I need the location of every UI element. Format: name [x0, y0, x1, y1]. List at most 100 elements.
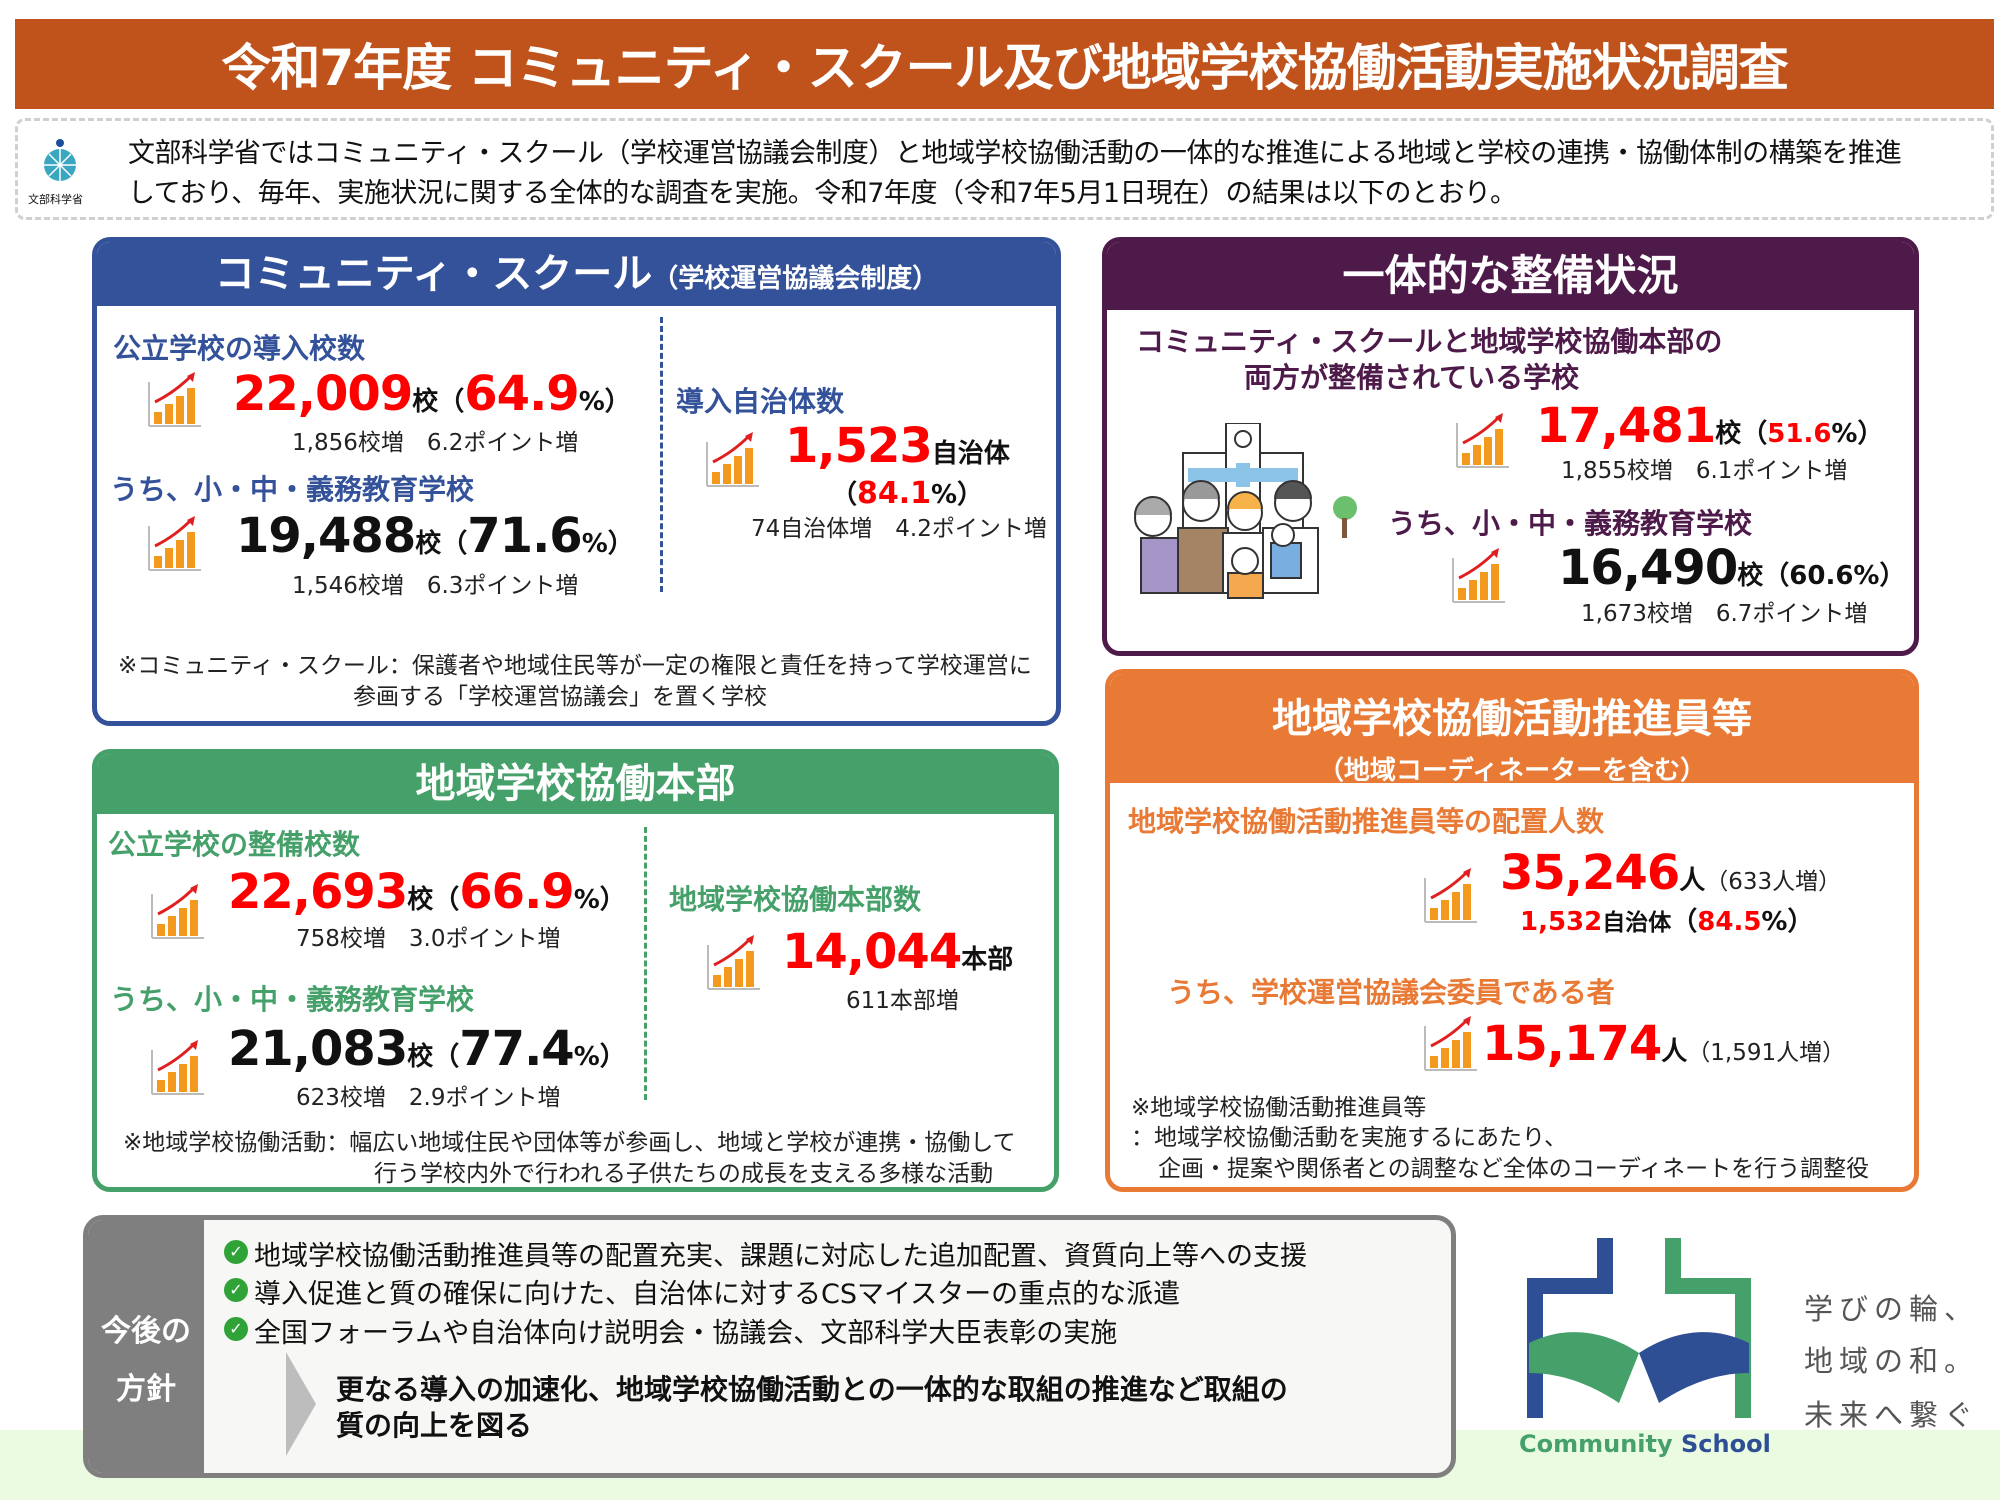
stat-value: 17,481 — [1536, 398, 1716, 454]
tagline-3: 未来へ繋ぐ — [1804, 1398, 1980, 1432]
divider — [644, 827, 647, 1100]
stat-value: 35,246 — [1500, 845, 1680, 901]
cs-public-heading: 公立学校の導入校数 — [113, 332, 366, 365]
stat-value: 19,488 — [236, 508, 416, 564]
cs-sub-delta: 1,546校増 6.3ポイント増 — [292, 573, 579, 599]
growth-chart-icon — [150, 1040, 204, 1096]
growth-chart-icon — [147, 516, 201, 572]
divider — [660, 317, 663, 592]
growth-chart-icon — [1423, 868, 1477, 924]
stat-unit: 校 — [415, 529, 442, 559]
policy-item: 導入促進と質の確保に向けた、自治体に対するCSマイスターの重点的な派遣 — [254, 1279, 1181, 1310]
check-icon: ✓ — [224, 1278, 248, 1302]
policy-label-1: 今後の — [101, 1314, 191, 1349]
stat-unit: 校 — [407, 1042, 434, 1072]
promoters-stat: 35,246人（633人増） — [1500, 845, 1841, 901]
growth-chart-icon — [705, 432, 759, 488]
policy-label: 今後の 方針 — [88, 1220, 204, 1473]
mext-logo-text: 文部科学省 — [28, 193, 83, 206]
policy-item: 地域学校協働活動推進員等の配置充実、課題に対応した追加配置、資質向上等への支援 — [254, 1241, 1307, 1272]
community-school-title: コミュニティ・スクール — [214, 251, 653, 297]
growth-chart-icon — [1455, 413, 1509, 469]
stat-unit: 校 — [407, 885, 434, 915]
stat-pct: 71.6 — [467, 508, 582, 564]
promoters-header: 地域学校協働活動推進員等 （地域コーディネーターを含む） — [1110, 674, 1914, 786]
community-school-title-sub: （学校運営協議会制度） — [652, 264, 939, 294]
policy-conclusion-1: 更なる導入の加速化、地域学校協働活動との一体的な取組の推進など取組の — [336, 1373, 1288, 1406]
cs-muni-pct: （84.1%） — [831, 476, 984, 511]
page-title: 令和7年度 コミュニティ・スクール及び地域学校協働活動実施状況調査 — [15, 19, 1994, 109]
intro-line-2: しており、毎年、実施状況に関する全体的な調査を実施。令和7年度（令和7年5月1日… — [128, 178, 1517, 209]
headquarters-panel: 地域学校協働本部 — [92, 749, 1059, 1192]
stat-pct: 77.4 — [459, 1021, 574, 1077]
integrated-delta: 1,855校増 6.1ポイント増 — [1561, 458, 1848, 484]
tagline-2: 地域の和。 — [1804, 1344, 1980, 1378]
stat-unit: 校 — [1737, 561, 1764, 591]
stat-value: 16,490 — [1558, 540, 1738, 596]
policy-item: 全国フォーラムや自治体向け説明会・協議会、文部科学大臣表彰の実施 — [254, 1318, 1118, 1349]
hq-public-heading: 公立学校の整備校数 — [108, 828, 361, 861]
cs-public-stat: 22,009校（64.9%） — [233, 366, 631, 422]
hq-public-delta: 758校増 3.0ポイント増 — [296, 926, 561, 952]
stat-value: 1,532 — [1520, 907, 1603, 937]
cs-note-1: ※コミュニティ・スクール：保護者や地域住民等が一定の権限と責任を持って学校運営に — [118, 653, 1032, 679]
stat-pct: 66.9 — [459, 864, 574, 920]
growth-chart-icon — [706, 935, 760, 991]
growth-chart-icon — [1451, 548, 1505, 604]
stat-value: 15,174 — [1482, 1016, 1662, 1072]
hq-note-1: ※地域学校協働活動：幅広い地域住民や団体等が参画し、地域と学校が連携・協働して — [123, 1130, 1016, 1156]
stat-pct: 51.6 — [1767, 419, 1832, 449]
cs-muni-delta: 74自治体増 4.2ポイント増 — [751, 516, 1047, 542]
promoters-note-2: ：地域学校協働活動を実施するにあたり、 — [1131, 1125, 1568, 1151]
cs-sub-heading: うち、小・中・義務教育学校 — [110, 473, 475, 506]
stat-pct: 60.6 — [1789, 561, 1854, 591]
promoters-sub-heading: うち、学校運営協議会委員である者 — [1167, 976, 1615, 1009]
stat-pct: 84.1 — [857, 476, 932, 511]
stat-unit: 校 — [412, 387, 439, 417]
community-school-header: コミュニティ・スクール（学校運営協議会制度） — [97, 242, 1056, 306]
chevron-right-icon — [286, 1352, 316, 1456]
cs-sub-stat: 19,488校（71.6%） — [236, 508, 634, 564]
hq-public-stat: 22,693校（66.9%） — [228, 864, 626, 920]
community-school-panel: コミュニティ・スクール（学校運営協議会制度） — [92, 237, 1061, 726]
promoters-note-1: ※地域学校協働活動推進員等 — [1131, 1095, 1427, 1121]
hq-sub-delta: 623校増 2.9ポイント増 — [296, 1085, 561, 1111]
cs-muni-heading: 導入自治体数 — [676, 385, 845, 418]
stat-delta: （633人増） — [1705, 869, 1842, 895]
logo-text: Community School — [1519, 1430, 1771, 1458]
stat-value: 21,083 — [228, 1021, 408, 1077]
stat-value: 22,009 — [233, 366, 413, 422]
integrated-sub-heading: うち、小・中・義務教育学校 — [1388, 507, 1753, 540]
policy-label-2: 方針 — [116, 1372, 176, 1407]
stat-unit: 校 — [1715, 419, 1742, 449]
growth-chart-icon — [147, 372, 201, 428]
intro-box: 文部科学省 文部科学省ではコミュニティ・スクール（学校運営協議会制度）と地域学校… — [15, 118, 1994, 220]
promoters-muni-stat: 1,532自治体（84.5%） — [1520, 907, 1814, 937]
stat-unit: 人 — [1679, 866, 1706, 896]
mext-emblem-icon — [44, 139, 76, 181]
stat-unit: 自治体 — [931, 439, 1010, 469]
check-icon: ✓ — [224, 1240, 248, 1264]
promoters-title: 地域学校協働活動推進員等 — [1272, 696, 1752, 742]
promoters-title-sub: （地域コーディネーターを含む） — [1317, 756, 1707, 786]
stat-unit: 人 — [1661, 1037, 1688, 1067]
promoters-sub-stat: 15,174人（1,591人増） — [1482, 1016, 1845, 1072]
intro-line-1: 文部科学省ではコミュニティ・スクール（学校運営協議会制度）と地域学校協働活動の一… — [128, 138, 1902, 169]
integrated-sub-delta: 1,673校増 6.7ポイント増 — [1581, 601, 1868, 627]
growth-chart-icon — [1423, 1016, 1477, 1072]
headquarters-title: 地域学校協働本部 — [97, 754, 1054, 814]
stat-pct: 64.9 — [464, 366, 579, 422]
promoters-panel: 地域学校協働活動推進員等 （地域コーディネーターを含む） — [1105, 669, 1919, 1192]
cs-public-delta: 1,856校増 6.2ポイント増 — [292, 430, 579, 456]
promoters-note-3: 企画・提案や関係者との調整など全体のコーディネートを行う調整役 — [1158, 1156, 1870, 1182]
future-policy-box: 今後の 方針 ✓ 地域学校協働活動推進員等の配置充実、課題に対応した追加配置、資… — [83, 1215, 1456, 1478]
stat-value: 22,693 — [228, 864, 408, 920]
stat-pct: 84.5 — [1697, 907, 1762, 937]
cs-muni-stat: 1,523自治体 — [785, 418, 1010, 474]
growth-chart-icon — [150, 884, 204, 940]
hq-count-stat: 14,044本部 — [782, 924, 1013, 980]
integrated-sub-stat: 16,490校（60.6%） — [1558, 540, 1906, 596]
hq-count-heading: 地域学校協働本部数 — [669, 883, 922, 916]
community-school-logo-text: Community School — [1519, 1430, 1771, 1458]
check-icon: ✓ — [224, 1317, 248, 1341]
